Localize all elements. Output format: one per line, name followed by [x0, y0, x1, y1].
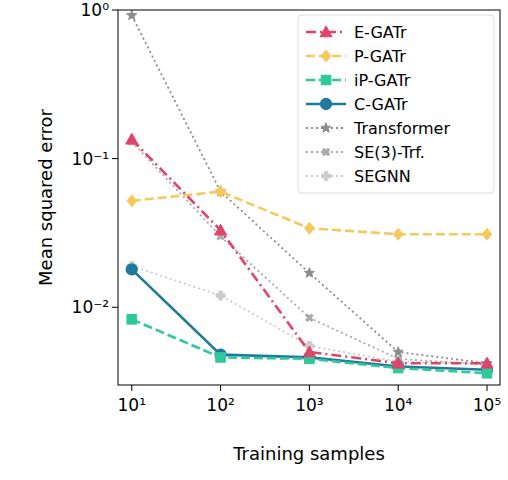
- y-tick: [112, 10, 118, 11]
- y-tick: [112, 158, 118, 159]
- series: [127, 261, 491, 367]
- series-line: [132, 266, 487, 363]
- point: [482, 228, 492, 240]
- legend-marker: [321, 99, 332, 110]
- y-tick-label: 10⁰: [81, 0, 110, 20]
- legend-label: C-GATr: [354, 95, 408, 114]
- point: [481, 357, 493, 368]
- point: [216, 353, 226, 363]
- legend-marker: [322, 172, 331, 181]
- point: [216, 291, 225, 300]
- x-tick: [220, 385, 221, 391]
- x-tick-label: 10²: [206, 395, 234, 415]
- x-tick-label: 10⁵: [473, 395, 501, 415]
- x-tick: [309, 385, 310, 391]
- series-line: [132, 269, 487, 369]
- point: [304, 268, 314, 277]
- x-tick-label: 10⁴: [384, 395, 413, 415]
- point: [392, 357, 404, 368]
- point: [216, 186, 226, 198]
- legend-marker: [321, 50, 331, 62]
- y-axis-label: Mean squared error: [35, 108, 56, 285]
- legend-marker: [321, 75, 331, 85]
- series: [127, 315, 492, 379]
- series: [126, 264, 492, 375]
- legend-marker: [321, 123, 331, 132]
- y-tick: [112, 307, 118, 308]
- point: [127, 195, 137, 207]
- legend-label: SEGNN: [354, 167, 411, 186]
- legend-label: Transformer: [353, 119, 450, 138]
- legend-label: SE(3)-Trf.: [354, 143, 425, 162]
- x-tick: [398, 385, 399, 391]
- x-axis-label: Training samples: [232, 443, 385, 464]
- x-tick-label: 10¹: [118, 395, 146, 415]
- series-line: [132, 319, 487, 373]
- legend-box: [298, 15, 494, 193]
- legend-label: P-GATr: [354, 47, 406, 66]
- point: [393, 347, 403, 356]
- legend-label: E-GATr: [354, 23, 407, 42]
- legend-label: iP-GATr: [354, 71, 411, 90]
- point: [303, 346, 315, 357]
- x-tick: [131, 385, 132, 391]
- x-tick: [487, 385, 488, 391]
- legend-marker: [320, 26, 332, 37]
- point: [393, 228, 403, 240]
- point: [482, 368, 492, 378]
- point: [126, 264, 137, 275]
- point: [127, 315, 137, 325]
- plot-area: [126, 10, 493, 378]
- series-line: [132, 192, 487, 235]
- legend-marker: [322, 148, 330, 156]
- y-tick-label: 10⁻²: [72, 297, 109, 317]
- point: [305, 222, 315, 234]
- series: [127, 186, 492, 241]
- point: [306, 314, 314, 322]
- point: [126, 133, 138, 144]
- y-tick-label: 10⁻¹: [72, 149, 109, 169]
- point: [127, 10, 137, 19]
- x-tick-label: 10³: [295, 395, 323, 415]
- legend: E-GATr P-GATr iP-GATr C-GATr Transformer SE(3…: [298, 15, 494, 193]
- frame: [118, 10, 500, 385]
- point: [215, 224, 227, 235]
